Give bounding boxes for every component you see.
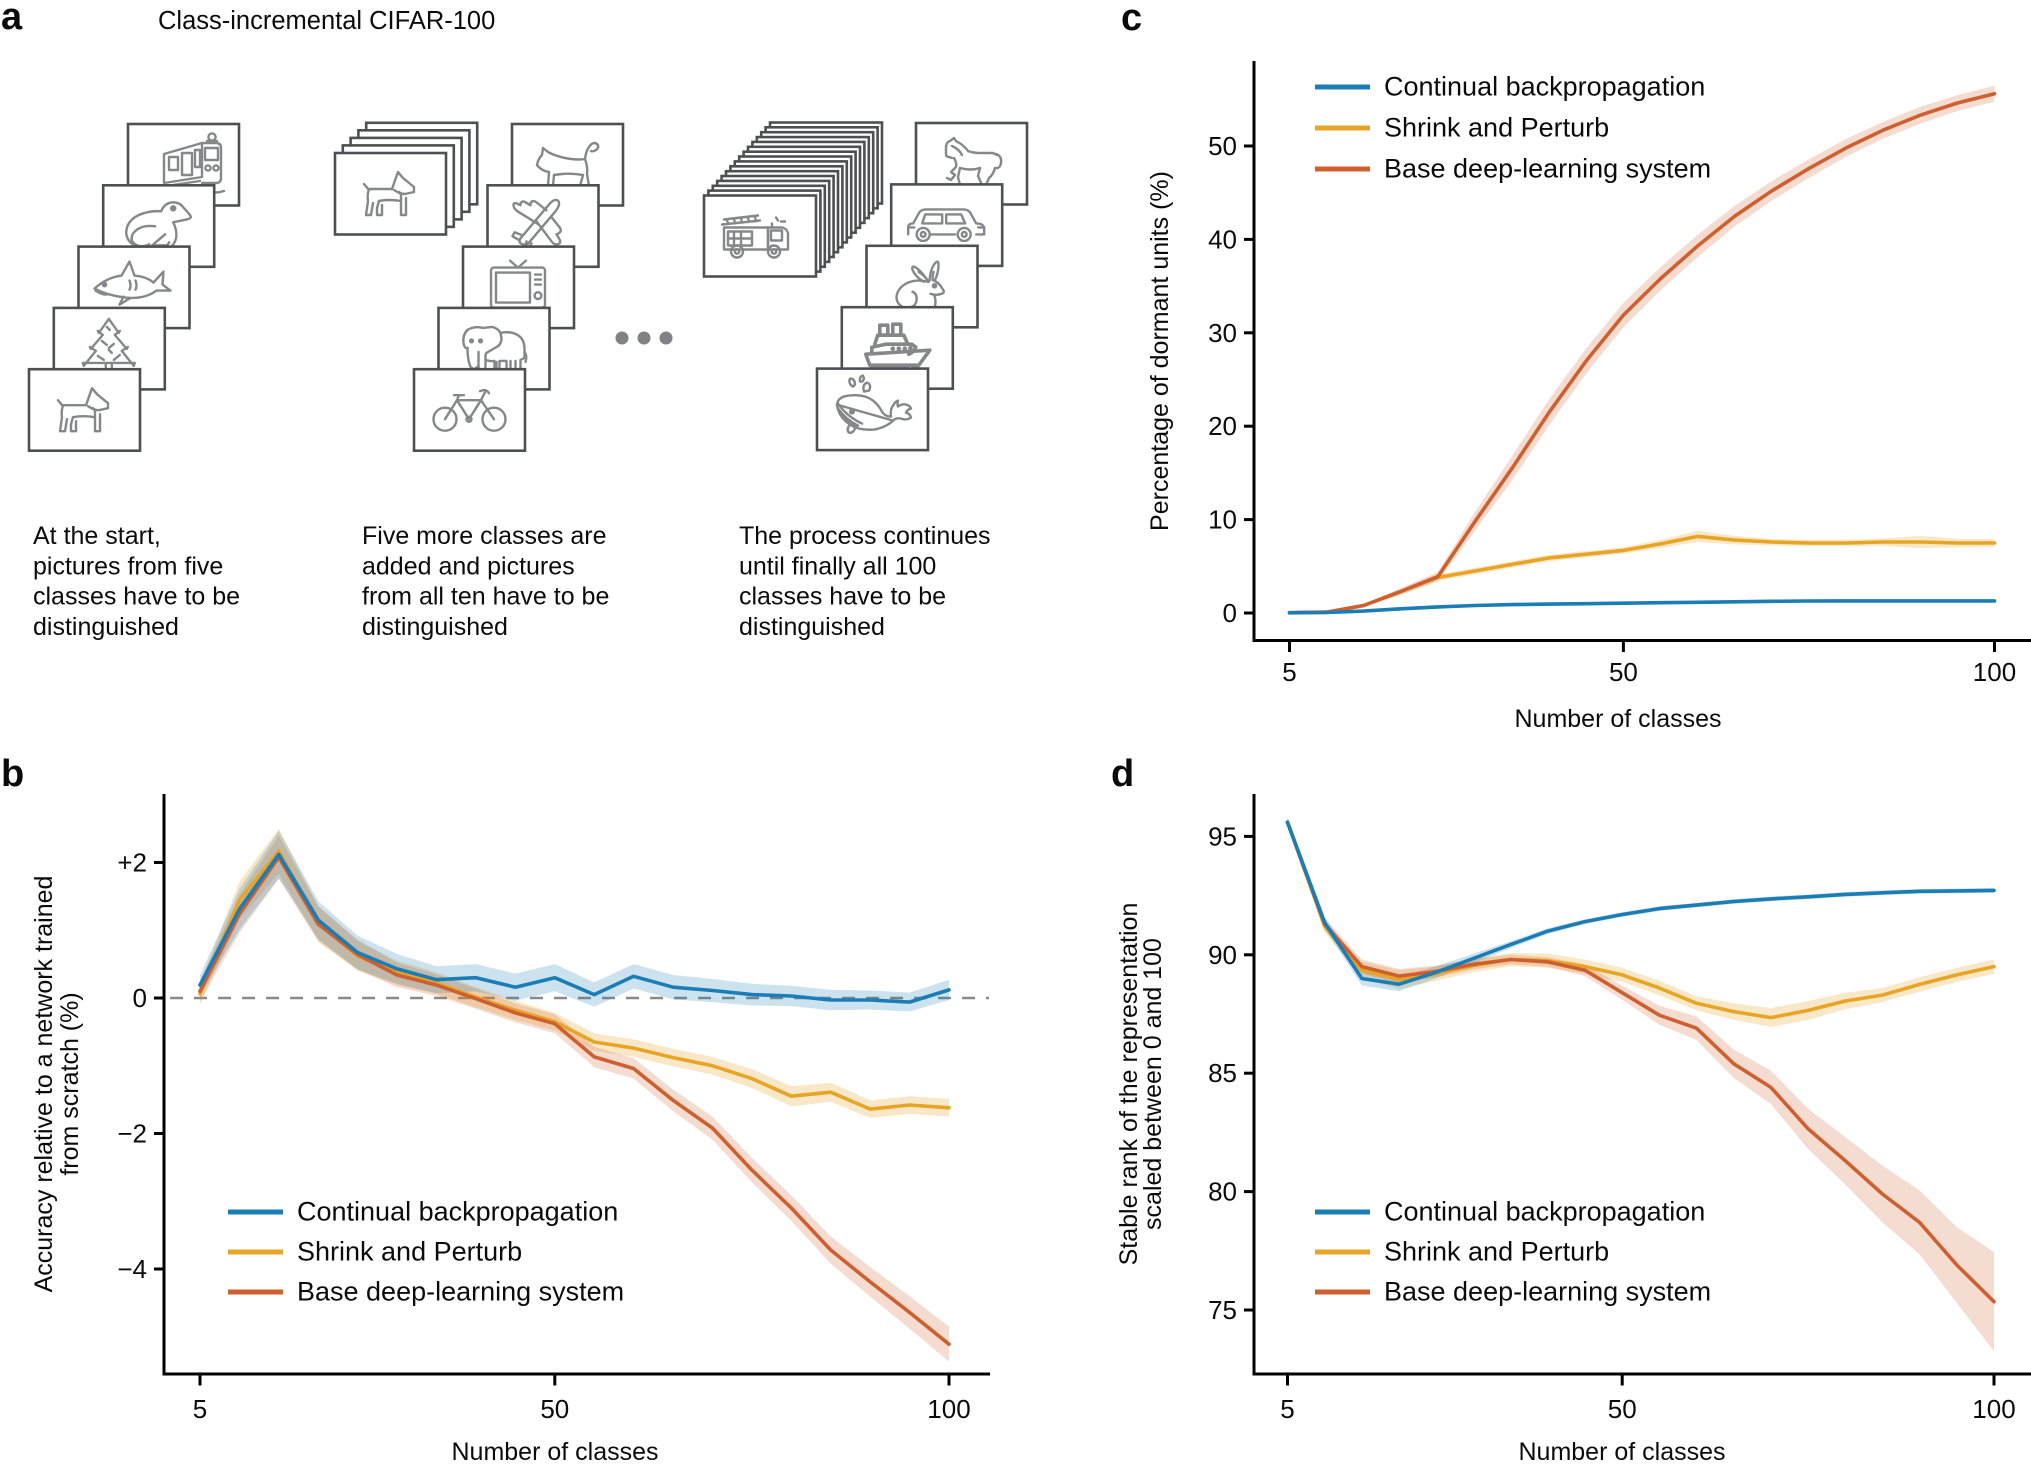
svg-text:Percentage of dormant units (%: Percentage of dormant units (%) — [1146, 171, 1174, 531]
svg-text:Stable rank of the representat: Stable rank of the representation — [1115, 903, 1143, 1266]
svg-text:Shrink and Perturb: Shrink and Perturb — [1384, 113, 1609, 143]
svg-text:5: 5 — [1282, 657, 1296, 687]
svg-text:Class-incremental CIFAR-100: Class-incremental CIFAR-100 — [158, 7, 495, 35]
svg-text:Shrink and Perturb: Shrink and Perturb — [297, 1237, 522, 1267]
svg-text:95: 95 — [1208, 821, 1237, 851]
svg-text:5: 5 — [193, 1394, 207, 1424]
svg-text:a: a — [1, 0, 23, 38]
svg-text:100: 100 — [1973, 657, 2016, 687]
svg-text:c: c — [1121, 0, 1142, 39]
svg-text:Five more classes are: Five more classes are — [362, 522, 607, 550]
svg-text:from scratch (%): from scratch (%) — [56, 992, 84, 1175]
svg-text:0: 0 — [133, 983, 147, 1013]
svg-text:−2: −2 — [117, 1119, 147, 1149]
svg-text:100: 100 — [927, 1394, 970, 1424]
svg-text:from all ten have to be: from all ten have to be — [362, 583, 609, 611]
svg-text:50: 50 — [540, 1394, 569, 1424]
svg-text:50: 50 — [1208, 131, 1237, 161]
svg-text:d: d — [1111, 753, 1134, 795]
svg-text:80: 80 — [1208, 1177, 1237, 1207]
svg-text:The process continues: The process continues — [739, 522, 991, 550]
svg-text:classes have to be: classes have to be — [739, 583, 946, 611]
svg-text:75: 75 — [1208, 1295, 1237, 1325]
svg-text:Base deep-learning system: Base deep-learning system — [1384, 1277, 1711, 1307]
svg-text:50: 50 — [1609, 657, 1638, 687]
svg-text:Continual backpropagation: Continual backpropagation — [297, 1197, 618, 1227]
svg-text:Base deep-learning system: Base deep-learning system — [1384, 154, 1711, 184]
svg-text:5: 5 — [1280, 1394, 1294, 1424]
svg-text:40: 40 — [1208, 224, 1237, 254]
svg-text:Number of classes: Number of classes — [1518, 1438, 1725, 1464]
svg-text:85: 85 — [1208, 1058, 1237, 1088]
svg-text:Accuracy relative to a network: Accuracy relative to a network trained — [30, 876, 58, 1293]
svg-text:20: 20 — [1208, 411, 1237, 441]
svg-text:0: 0 — [1223, 598, 1237, 628]
svg-text:Shrink and Perturb: Shrink and Perturb — [1384, 1237, 1609, 1267]
svg-text:Base deep-learning system: Base deep-learning system — [297, 1277, 624, 1307]
svg-text:Continual backpropagation: Continual backpropagation — [1384, 1197, 1705, 1227]
svg-text:distinguished: distinguished — [739, 613, 885, 641]
svg-text:50: 50 — [1608, 1394, 1637, 1424]
svg-text:10: 10 — [1208, 505, 1237, 535]
svg-text:added and pictures: added and pictures — [362, 552, 575, 580]
svg-text:scaled between 0 and 100: scaled between 0 and 100 — [1139, 938, 1167, 1230]
svg-text:30: 30 — [1208, 318, 1237, 348]
svg-text:b: b — [1, 753, 24, 795]
svg-text:+2: +2 — [117, 848, 147, 878]
svg-text:Number of classes: Number of classes — [1514, 705, 1721, 733]
svg-text:Number of classes: Number of classes — [451, 1438, 658, 1464]
svg-text:classes have to be: classes have to be — [33, 583, 240, 611]
svg-text:−4: −4 — [117, 1254, 147, 1284]
svg-text:distinguished: distinguished — [33, 613, 179, 641]
svg-text:90: 90 — [1208, 940, 1237, 970]
svg-text:until finally all 100: until finally all 100 — [739, 552, 936, 580]
svg-text:At the start,: At the start, — [33, 522, 161, 550]
svg-text:100: 100 — [1972, 1394, 2015, 1424]
svg-text:pictures from five: pictures from five — [33, 552, 223, 580]
svg-text:Continual backpropagation: Continual backpropagation — [1384, 72, 1705, 102]
svg-text:distinguished: distinguished — [362, 613, 508, 641]
